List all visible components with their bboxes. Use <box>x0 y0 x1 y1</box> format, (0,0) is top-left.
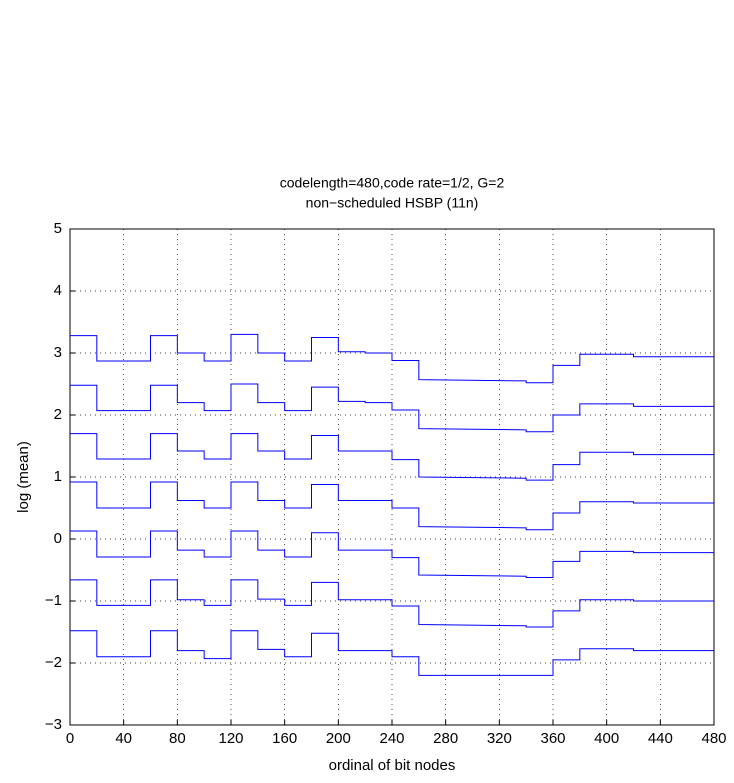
chart-title: codelength=480,code rate=1/2, G=2 <box>280 175 505 191</box>
y-tick-label: 5 <box>54 220 62 237</box>
x-tick-label: 240 <box>379 730 404 747</box>
y-tick-label: 4 <box>54 282 62 299</box>
chart-subtitle: non−scheduled HSBP (11n) <box>306 195 479 211</box>
x-tick-label: 160 <box>272 730 297 747</box>
data-line <box>70 334 714 382</box>
y-tick-label: 0 <box>54 530 62 547</box>
x-tick-label: 360 <box>540 730 565 747</box>
x-tick-label: 320 <box>487 730 512 747</box>
x-tick-label: 0 <box>66 730 74 747</box>
y-tick-label: −1 <box>45 592 62 609</box>
y-axis-label: log (mean) <box>15 441 32 513</box>
x-tick-label: 120 <box>218 730 243 747</box>
y-tick-label: 2 <box>54 406 62 423</box>
x-tick-label: 40 <box>115 730 132 747</box>
x-tick-label: 400 <box>594 730 619 747</box>
data-line <box>70 531 714 578</box>
y-tick-label: −2 <box>45 654 62 671</box>
x-tick-label: 480 <box>701 730 726 747</box>
data-line <box>70 631 714 676</box>
y-tick-label: 1 <box>54 468 62 485</box>
x-tick-label: 280 <box>433 730 458 747</box>
x-tick-label: 80 <box>169 730 186 747</box>
x-axis-label: ordinal of bit nodes <box>329 757 456 774</box>
data-line <box>70 434 714 481</box>
y-tick-label: −3 <box>45 716 62 733</box>
chart: codelength=480,code rate=1/2, G=2 non−sc… <box>0 0 734 778</box>
x-tick-label: 200 <box>326 730 351 747</box>
y-tick-label: 3 <box>54 344 62 361</box>
x-tick-label: 440 <box>648 730 673 747</box>
